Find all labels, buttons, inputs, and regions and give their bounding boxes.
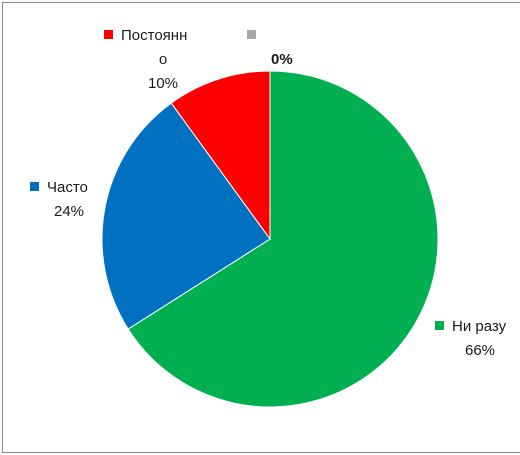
legend-key-chasto (30, 182, 39, 191)
legend-key-ni-razu (435, 321, 444, 330)
pie-slice-1 (101, 102, 271, 330)
legend-key-zero (247, 30, 256, 39)
data-label-zero: 0% (247, 30, 293, 68)
legend-key-postoyanno (104, 30, 113, 39)
data-label-postoyanno: Постоянн о 10% (104, 27, 187, 92)
pie-chart: Ни разу 66% Часто 24% Постоянн о 10% 0% (30, 27, 507, 408)
pie-slices (101, 70, 439, 408)
data-label-chasto-percent: 24% (54, 203, 84, 220)
data-label-ni-razu-percent: 66% (465, 342, 495, 359)
data-label-chasto-name: Часто (47, 179, 88, 196)
data-label-postoyanno-percent: 10% (148, 75, 178, 92)
data-label-zero-percent: 0% (271, 51, 293, 68)
pie-slice-2 (170, 70, 271, 241)
pie-slice-0 (127, 70, 439, 408)
data-label-postoyanno-name-line2: о (159, 51, 167, 68)
data-label-postoyanno-name-line1: Постоянн (121, 27, 187, 44)
data-label-ni-razu: Ни разу 66% (435, 318, 507, 359)
data-label-chasto: Часто 24% (30, 179, 88, 220)
data-label-ni-razu-name: Ни разу (452, 318, 507, 335)
